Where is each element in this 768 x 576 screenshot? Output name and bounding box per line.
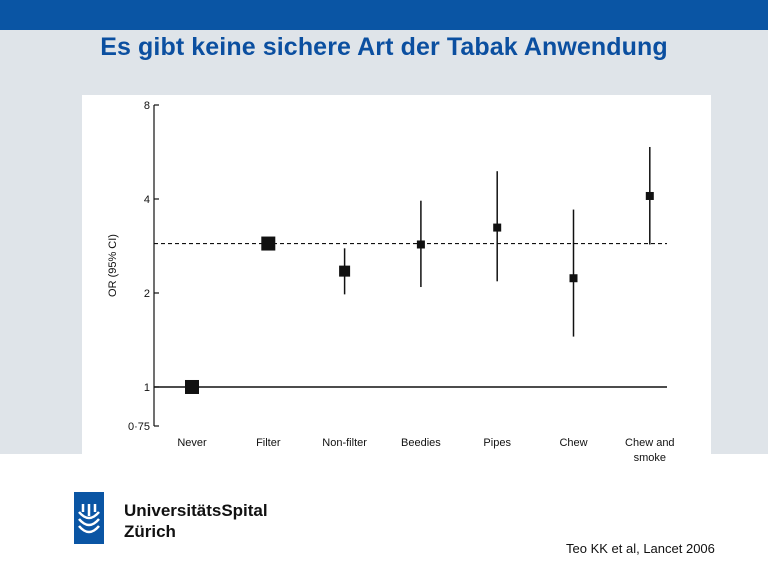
or-point: [416, 240, 425, 249]
category-label: Filter: [256, 437, 281, 449]
brand-city: Zürich: [124, 522, 176, 541]
y-tick-label: 4: [144, 194, 150, 206]
category-label: Never: [177, 437, 207, 449]
header-bar: [0, 0, 768, 30]
y-axis-title: OR (95% CI): [107, 234, 119, 297]
or-point: [569, 274, 578, 283]
or-point: [645, 191, 654, 200]
slide-title: Es gibt keine sichere Art der Tabak Anwe…: [100, 33, 668, 61]
category-label: Pipes: [483, 437, 511, 449]
category-label: Beedies: [401, 437, 441, 449]
y-tick-label: 8: [144, 100, 150, 112]
university-hospital-logo: [74, 492, 104, 544]
category-label: Chew: [559, 437, 587, 449]
data-marks: [185, 146, 654, 394]
reference-lines: [154, 242, 667, 388]
y-axis: 0·75 1 2 4 8: [128, 100, 159, 433]
y-tick-label: 1: [144, 382, 150, 394]
chart-panel: 0·75 1 2 4 8 Never Filter Non-filter Beedies Pip…: [82, 95, 711, 470]
category-label: smoke: [634, 452, 666, 464]
forest-plot: 0·75 1 2 4 8 Never Filter Non-filter Beedies Pip…: [107, 100, 675, 464]
category-label: Chew and: [625, 437, 675, 449]
category-label: Non-filter: [322, 437, 367, 449]
y-tick-label: 2: [144, 288, 150, 300]
or-point: [261, 236, 276, 251]
citation: Teo KK et al, Lancet 2006: [566, 541, 715, 556]
or-point: [185, 379, 199, 394]
y-tick-label: 0·75: [128, 421, 150, 433]
category-labels: Never Filter Non-filter Beedies Pipes Chew Che…: [177, 437, 674, 464]
brand-name: UniversitätsSpital: [124, 501, 268, 520]
or-point: [339, 265, 351, 277]
or-point: [493, 223, 502, 232]
